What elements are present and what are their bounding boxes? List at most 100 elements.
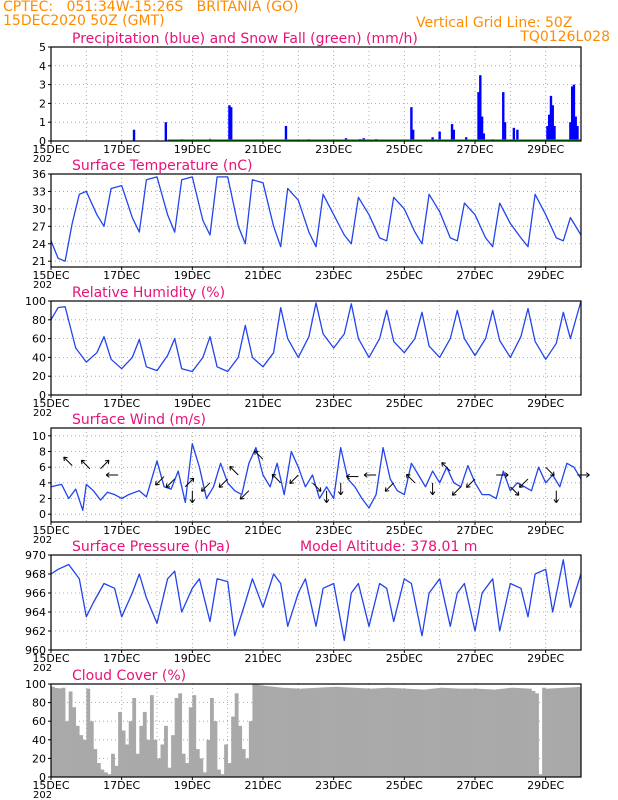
- cloud-bar: [164, 725, 168, 777]
- cloud-bar: [316, 687, 320, 777]
- x-tick-label: 17DEC: [103, 652, 140, 665]
- x-tick-label: 17DEC: [103, 269, 140, 282]
- wind-arrow-head: [189, 477, 195, 483]
- cloud-bar: [231, 716, 236, 777]
- x-tick-label: 27DEC: [456, 269, 493, 282]
- x-tick-label: 19DEC: [174, 397, 211, 410]
- x-tick-label: 15DEC: [32, 397, 69, 410]
- wind-arrow-head: [218, 483, 224, 488]
- cloud-bar: [535, 693, 539, 777]
- cloud-bar: [135, 753, 140, 777]
- panel-frame: [50, 683, 582, 778]
- cloud-bar: [549, 688, 554, 777]
- wind-arrow-head: [429, 491, 436, 496]
- wind-arrow-head: [519, 483, 524, 488]
- x-tick-label: 19DEC: [174, 779, 211, 792]
- y-tick-label: 3: [39, 79, 46, 92]
- rain-bar: [546, 125, 549, 141]
- x-tick-label: 17DEC: [103, 397, 140, 410]
- x-tick-label: 23DEC: [315, 524, 352, 537]
- cloud-bar: [238, 725, 243, 777]
- cloud-bar: [528, 688, 532, 777]
- wind-arrow-head: [189, 499, 196, 503]
- wind-arrow-head: [323, 499, 330, 503]
- cloud-bar: [241, 749, 246, 777]
- rain-bar: [284, 125, 288, 141]
- cloud-bar: [453, 688, 458, 777]
- cloud-bar: [128, 721, 133, 777]
- rain-bar: [450, 124, 454, 141]
- x-tick-label: 29DEC: [527, 779, 564, 792]
- cloud-bar: [121, 730, 126, 777]
- panel-annotation: Model Altitude: 378.01 m: [300, 539, 477, 555]
- x-tick-label: 21DEC: [244, 397, 281, 410]
- y-tick-label: 80: [32, 314, 46, 327]
- wind-arrow: [441, 462, 451, 472]
- x-tick-label: 29DEC: [527, 524, 564, 537]
- cloud-bar: [305, 688, 310, 777]
- x-tick-label: 25DEC: [386, 652, 423, 665]
- x-tick-label: 27DEC: [456, 397, 493, 410]
- y-tick-label: 962: [25, 625, 46, 638]
- cloud-bar: [513, 687, 518, 777]
- cloud-bar: [471, 688, 476, 777]
- panel-cloud: 0 20 40 60 80 100 15DEC 17DEC 19DEC 21DEC 23DEC 25D…: [25, 668, 582, 800]
- y-tick-label: 6: [39, 461, 46, 474]
- x-tick-label: 21DEC: [244, 269, 281, 282]
- wind-arrow-head: [441, 462, 446, 467]
- wind-arrow: [466, 478, 476, 488]
- rain-bar: [569, 122, 572, 141]
- panel-frame: [50, 300, 582, 396]
- wind-arrow: [184, 477, 195, 488]
- cloud-bar: [344, 687, 349, 777]
- cloud-bar: [475, 688, 479, 777]
- y-tick-label: 968: [25, 568, 46, 581]
- y-tick-label: 21: [32, 255, 46, 268]
- rain-bar: [431, 137, 434, 141]
- rain-bar: [512, 127, 516, 141]
- rain-bar: [228, 105, 231, 141]
- wind-arrow: [240, 490, 250, 500]
- cloud-bar: [383, 687, 387, 777]
- cloud-bar: [542, 687, 546, 777]
- cloud-bar: [400, 688, 405, 777]
- panel-precip: 0 1 2 3 4 5 15DEC 17DEC 19DEC 21DEC 23DEC 25DEC 27DE…: [32, 31, 582, 165]
- wind-arrow-head: [80, 459, 86, 465]
- cloud-bar: [340, 687, 345, 777]
- cloud-bar: [492, 689, 497, 777]
- cloud-bar: [361, 688, 366, 777]
- cloud-bar: [301, 688, 306, 777]
- wind-arrow-head: [254, 450, 259, 455]
- cloud-bar: [323, 687, 327, 777]
- cloud-bar: [436, 688, 440, 777]
- x-tick-label: 29DEC: [527, 143, 564, 156]
- cloud-bar: [100, 769, 105, 777]
- cloud-bar: [429, 688, 433, 777]
- cloud-bar: [104, 772, 108, 777]
- rain-bar: [503, 122, 507, 141]
- cloud-bar: [181, 753, 186, 777]
- wind-arrow: [229, 466, 239, 476]
- cloud-bar: [171, 735, 175, 777]
- x-tick-label: 15DEC: [32, 143, 69, 156]
- cloud-bar: [174, 697, 179, 777]
- rain-bar: [480, 116, 484, 141]
- y-tick-label: 0: [39, 771, 46, 784]
- y-tick-label: 966: [25, 587, 46, 600]
- y-tick-label: 60: [32, 333, 46, 346]
- cloud-bar: [132, 697, 137, 777]
- x-tick-label: 19DEC: [174, 269, 211, 282]
- panel-frame: [50, 173, 582, 268]
- rain-bar: [230, 107, 233, 141]
- cloud-bar: [351, 687, 356, 777]
- rain-bar: [452, 129, 455, 141]
- rain-bar: [548, 114, 551, 141]
- panel-title: Surface Temperature (nC): [72, 158, 253, 174]
- y-tick-label: 4: [39, 477, 46, 490]
- cloud-bar: [520, 688, 525, 777]
- y-tick-label: 24: [32, 238, 46, 251]
- wind-arrow-head: [271, 473, 277, 479]
- cloud-bar: [51, 686, 55, 777]
- wind-arrow-head: [165, 483, 171, 488]
